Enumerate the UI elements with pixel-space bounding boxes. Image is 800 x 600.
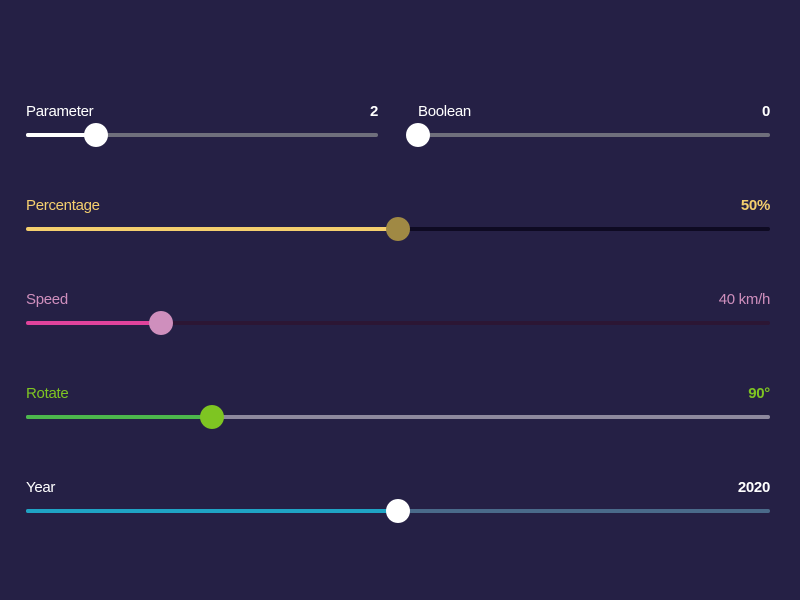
slider-value: 2 [369,103,378,120]
slider-parameter: Parameter 2 [26,103,378,163]
slider-value: 40 km/h [718,291,771,308]
slider-label: Speed [26,291,68,308]
slider-boolean: Boolean 0 [406,103,770,163]
slider-fill [26,227,398,231]
slider-track[interactable] [26,311,770,335]
slider-track[interactable] [26,217,770,241]
slider-label: Year [26,479,56,496]
slider-fill [26,415,212,419]
slider-track[interactable] [26,405,770,429]
slider-fill [26,133,97,137]
slider-value: 50% [740,197,770,214]
slider-value: 0 [761,103,770,120]
slider-track[interactable] [26,123,378,147]
slider-fill [26,321,162,325]
slider-value: 2020 [737,479,770,496]
slider-thumb[interactable] [386,499,410,523]
slider-fill [26,509,398,513]
slider-speed: Speed 40 km/h [26,291,770,351]
slider-thumb[interactable] [149,311,174,335]
slider-thumb[interactable] [386,217,410,241]
slider-label: Percentage [26,197,100,214]
slider-thumb[interactable] [406,123,430,147]
slider-label: Boolean [418,103,471,120]
slider-percentage: Percentage 50% [26,197,770,257]
slider-track[interactable] [26,499,770,523]
slider-value: 90° [748,385,770,402]
slider-rotate: Rotate 90° [26,385,770,445]
slider-thumb[interactable] [200,405,224,429]
slider-year: Year 2020 [26,479,770,539]
slider-label: Rotate [26,385,69,402]
slider-track[interactable] [406,123,770,147]
slider-thumb[interactable] [84,123,109,147]
slider-label: Parameter [26,103,94,120]
